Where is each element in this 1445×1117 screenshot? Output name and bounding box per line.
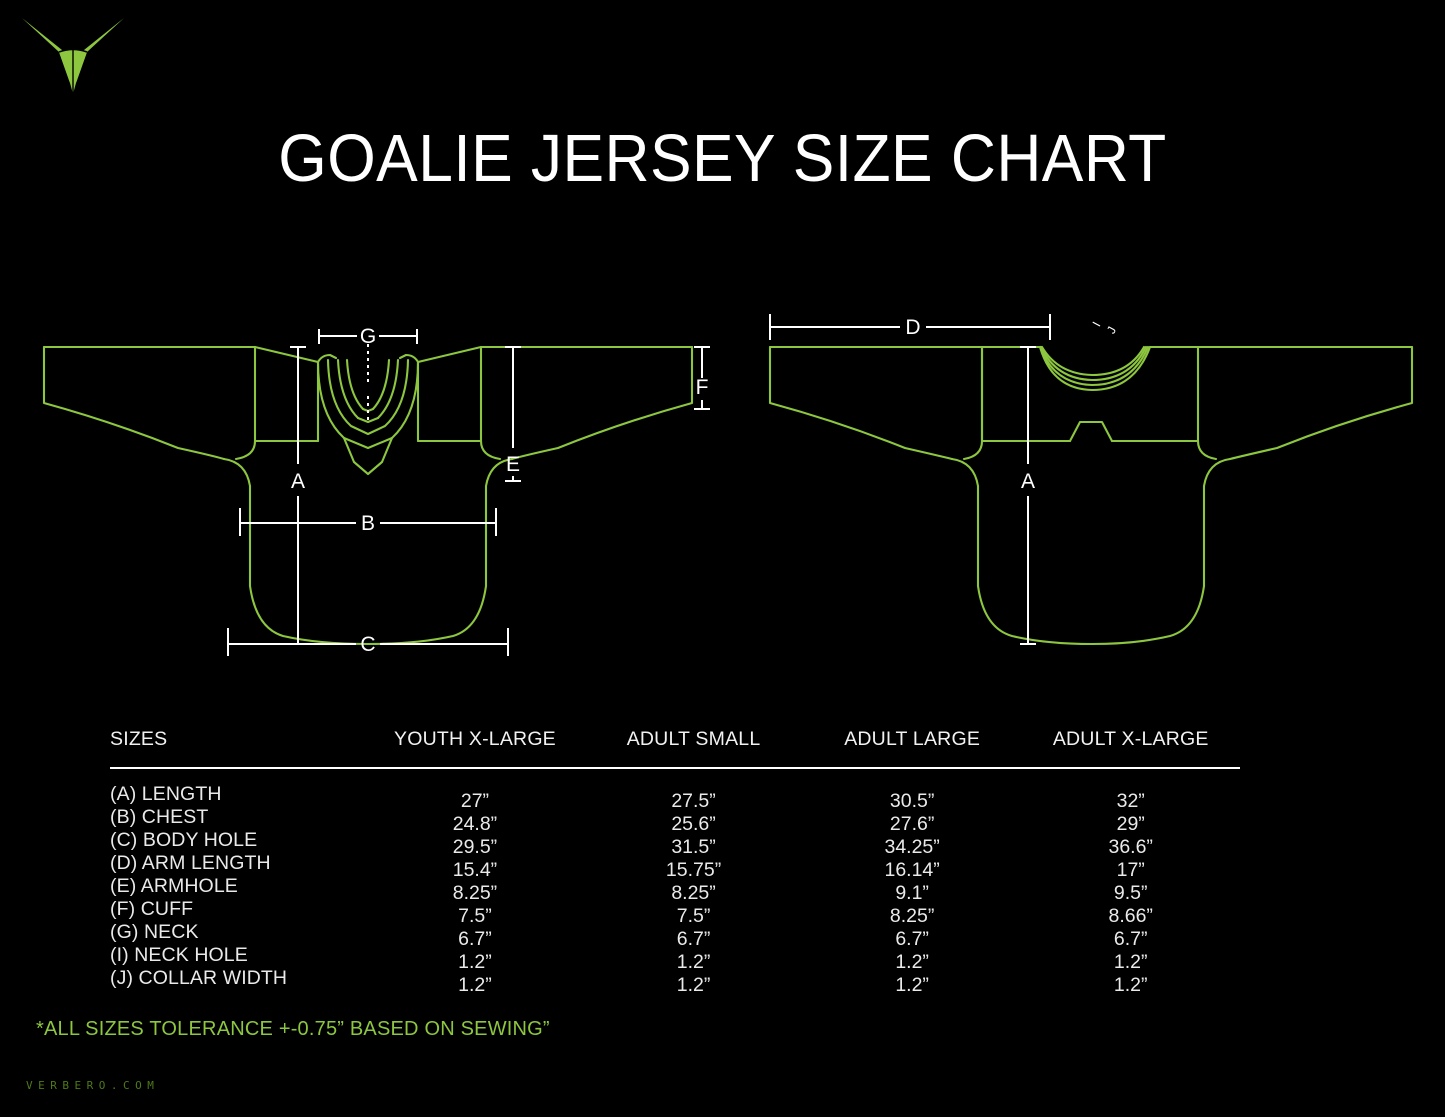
measure-label: (A) LENGTH — [110, 783, 222, 805]
measure-value: 27.6” — [889, 813, 935, 835]
measure-value: 1.2” — [1113, 951, 1148, 973]
measure-value: 34.25” — [884, 836, 940, 858]
column-header-adult-x-large: ADULT X-LARGE — [1052, 728, 1209, 750]
back-dim-label-d: D — [905, 316, 920, 339]
measure-label: (E) ARMHOLE — [110, 875, 238, 897]
measure-value: 8.25” — [452, 882, 498, 904]
back-dim-label-j: J — [1104, 324, 1119, 336]
back-jersey-diagram: I J D A — [740, 296, 1420, 676]
measure-value: 7.5” — [676, 905, 711, 927]
measure-value: 29” — [1116, 813, 1145, 835]
table-row: (A) LENGTH 27” 27.5” 30.5” 32” — [110, 768, 1240, 812]
table-row: (I) NECK HOLE 1.2” 1.2” 1.2” 1.2” — [110, 944, 1240, 973]
measure-value: 6.7” — [895, 928, 929, 950]
measure-label: (F) CUFF — [110, 898, 194, 920]
measure-value: 6.7” — [1113, 928, 1148, 950]
measure-value: 1.2” — [676, 974, 711, 996]
measure-value: 9.5” — [1113, 882, 1148, 904]
table-row: (J) COLLAR WIDTH 1.2” 1.2” 1.2” 1.2” — [110, 967, 1240, 996]
column-header-adult-large: ADULT LARGE — [844, 728, 981, 750]
measure-label: (J) COLLAR WIDTH — [110, 967, 288, 989]
site-watermark: VERBERO.COM — [26, 1079, 160, 1092]
measure-value: 36.6” — [1108, 836, 1153, 858]
front-dim-label-c: C — [360, 633, 375, 656]
table-row: (C) BODY HOLE 29.5” 31.5” 34.25” 36.6” — [110, 829, 1240, 858]
measure-value: 29.5” — [452, 836, 498, 858]
measure-value: 27” — [460, 790, 490, 812]
column-header-adult-small: ADULT SMALL — [626, 728, 761, 750]
front-dim-label-b: B — [361, 512, 375, 535]
diagrams-area: G A B C E F — [0, 296, 1445, 676]
size-table-header: SIZES YOUTH X-LARGE ADULT SMALL ADULT LA… — [110, 728, 1240, 768]
measure-value: 8.25” — [889, 905, 935, 927]
back-dim-label-a: A — [1021, 470, 1035, 493]
measure-value: 8.25” — [671, 882, 716, 904]
front-dim-label-a: A — [291, 470, 305, 493]
measure-label: (D) ARM LENGTH — [110, 852, 271, 874]
front-dim-label-e: E — [506, 453, 520, 476]
measure-value: 25.6” — [671, 813, 716, 835]
measure-value: 27.5” — [671, 790, 716, 812]
size-table-body: (A) LENGTH 27” 27.5” 30.5” 32” (B) CHEST… — [110, 768, 1240, 996]
back-dim-label-i: I — [1090, 319, 1104, 329]
measure-value: 1.2” — [1113, 974, 1148, 996]
size-table-container: SIZES YOUTH X-LARGE ADULT SMALL ADULT LA… — [110, 728, 1240, 996]
measure-value: 30.5” — [889, 790, 935, 812]
measure-value: 1.2” — [895, 951, 929, 973]
measure-label: (C) BODY HOLE — [110, 829, 258, 851]
measure-value: 17” — [1116, 859, 1145, 881]
measure-value: 1.2” — [458, 951, 492, 973]
measure-value: 7.5” — [458, 905, 492, 927]
measure-label: (I) NECK HOLE — [110, 944, 248, 966]
measure-label: (B) CHEST — [110, 806, 209, 828]
column-header-sizes: SIZES — [110, 728, 168, 750]
table-header-row: SIZES YOUTH X-LARGE ADULT SMALL ADULT LA… — [110, 728, 1240, 768]
measure-value: 16.14” — [884, 859, 940, 881]
table-row: (D) ARM LENGTH 15.4” 15.75” 16.14” 17” — [110, 852, 1240, 881]
page-title: GOALIE JERSEY SIZE CHART — [278, 121, 1167, 196]
front-jersey-diagram: G A B C E F — [18, 296, 718, 676]
measure-value: 15.4” — [452, 859, 498, 881]
front-dim-label-f: F — [696, 376, 709, 399]
table-row: (B) CHEST 24.8” 25.6” 27.6” 29” — [110, 806, 1240, 835]
verbero-v-logo-icon — [18, 6, 128, 98]
table-row: (G) NECK 6.7” 6.7” 6.7” 6.7” — [110, 921, 1240, 950]
measure-value: 24.8” — [452, 813, 498, 835]
measure-value: 31.5” — [671, 836, 716, 858]
tolerance-note: *ALL SIZES TOLERANCE +-0.75” BASED ON SE… — [36, 1018, 550, 1040]
measure-value: 9.1” — [895, 882, 929, 904]
front-dim-label-g: G — [360, 325, 376, 348]
column-header-youth-x-large: YOUTH X-LARGE — [394, 728, 556, 750]
measure-label: (G) NECK — [110, 921, 199, 943]
measure-value: 1.2” — [895, 974, 929, 996]
size-table: SIZES YOUTH X-LARGE ADULT SMALL ADULT LA… — [110, 728, 1240, 996]
measure-value: 1.2” — [676, 951, 711, 973]
measure-value: 6.7” — [676, 928, 711, 950]
measure-value: 1.2” — [458, 974, 492, 996]
measure-value: 15.75” — [665, 859, 722, 881]
measure-value: 32” — [1116, 790, 1145, 812]
table-row: (E) ARMHOLE 8.25” 8.25” 9.1” 9.5” — [110, 875, 1240, 904]
table-row: (F) CUFF 7.5” 7.5” 8.25” 8.66” — [110, 898, 1240, 927]
measure-value: 8.66” — [1108, 905, 1153, 927]
measure-value: 6.7” — [458, 928, 492, 950]
